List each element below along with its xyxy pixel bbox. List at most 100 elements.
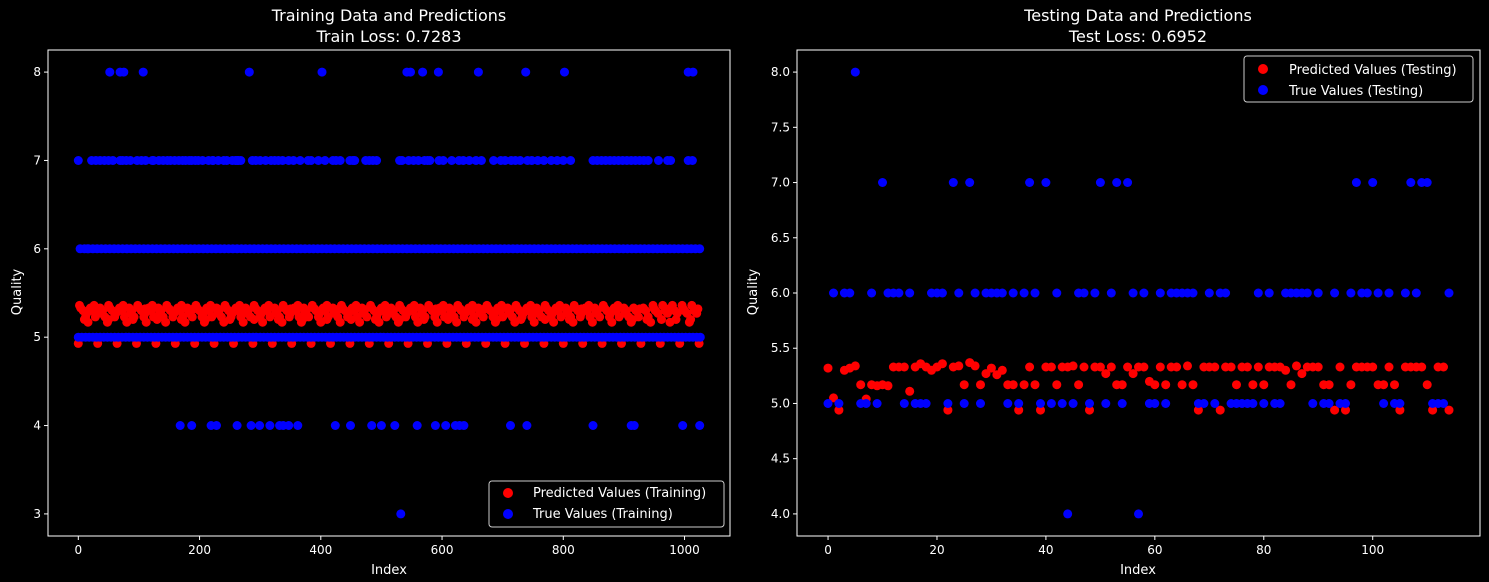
training-point-predicted [164, 304, 174, 314]
training-point-true [695, 421, 705, 430]
testing-point-true [1052, 288, 1062, 298]
training-point-true [317, 67, 327, 77]
testing-point-true [1368, 178, 1378, 187]
training-point-predicted [480, 304, 489, 314]
testing-point-predicted [1384, 362, 1394, 372]
testing-y-tick-label: 7.5 [771, 120, 790, 134]
training-point-predicted [366, 300, 375, 310]
training-point-true [141, 156, 151, 165]
testing-point-predicted [1019, 380, 1029, 390]
training-point-true [521, 67, 531, 77]
testing-point-true [1406, 178, 1416, 187]
testing-point-true [1150, 399, 1160, 408]
testing-point-true [867, 288, 877, 298]
testing-point-true [845, 288, 855, 298]
training-point-predicted [249, 300, 259, 310]
testing-point-true [899, 399, 909, 408]
training-point-true [212, 421, 221, 430]
testing-point-predicted [1150, 380, 1160, 390]
training-point-true [430, 421, 440, 430]
testing-series-predicted [823, 358, 1454, 415]
training-point-true [629, 421, 639, 430]
testing-point-predicted [1025, 362, 1035, 372]
testing-point-predicted [850, 361, 860, 371]
testing-point-predicted [959, 380, 969, 390]
testing-point-predicted [1123, 362, 1133, 372]
training-point-predicted [358, 304, 368, 314]
testing-point-true [1362, 288, 1372, 298]
training-point-predicted [322, 300, 332, 310]
training-point-true [476, 156, 486, 165]
training-point-predicted [455, 304, 465, 314]
training-point-predicted [140, 304, 150, 314]
training-point-predicted [133, 300, 143, 310]
training-point-true [119, 67, 129, 77]
training-point-predicted [443, 315, 453, 324]
testing-point-predicted [823, 363, 833, 373]
training-point-predicted [635, 304, 645, 314]
training-point-true [666, 156, 676, 165]
testing-point-true [1411, 288, 1421, 298]
testing-point-true [1063, 509, 1073, 519]
testing-point-true [861, 399, 871, 408]
training-legend: Predicted Values (Training) True Values … [488, 480, 725, 528]
training-point-true [397, 156, 407, 165]
training-point-true [313, 156, 323, 165]
testing-legend: Predicted Values (Testing) True Values (… [1243, 55, 1474, 103]
testing-point-true [976, 399, 985, 408]
training-point-predicted [395, 300, 405, 310]
testing-point-predicted [1139, 362, 1149, 372]
testing-point-predicted [1368, 362, 1378, 372]
training-point-predicted [407, 304, 417, 314]
training-point-predicted [504, 304, 514, 314]
training-point-true [244, 67, 254, 77]
training-point-predicted [577, 304, 586, 314]
training-point-true [558, 156, 568, 165]
training-point-predicted [431, 304, 441, 314]
training-point-predicted [201, 315, 211, 324]
training-point-true [678, 421, 688, 430]
training-point-true [687, 156, 697, 165]
testing-point-true [823, 399, 833, 408]
training-point-predicted [642, 315, 652, 324]
training-point-true [255, 421, 265, 430]
training-point-predicted [419, 315, 429, 324]
training-point-predicted [497, 300, 506, 310]
testing-point-true [1090, 288, 1100, 298]
training-point-true [489, 156, 499, 165]
testing-x-axis-label: Index [1120, 563, 1156, 578]
testing-point-predicted [1210, 362, 1220, 372]
testing-point-predicted [1030, 380, 1040, 390]
training-panel: Training Data and Predictions Train Loss… [10, 6, 731, 578]
testing-point-true [1400, 288, 1410, 298]
testing-point-predicted [1422, 380, 1432, 390]
testing-point-predicted [1346, 380, 1356, 390]
training-title: Training Data and Predictions [271, 6, 507, 25]
training-point-predicted [225, 315, 235, 324]
testing-point-true [1253, 288, 1263, 298]
testing-point-predicted [856, 380, 866, 390]
testing-point-predicted [1330, 405, 1340, 415]
testing-point-predicted [1117, 380, 1127, 390]
testing-legend-box [1243, 55, 1474, 103]
training-point-true [433, 67, 443, 77]
testing-y-tick-label: 6.0 [771, 286, 790, 300]
training-point-predicted [298, 315, 308, 324]
testing-point-true [1395, 399, 1405, 408]
training-point-predicted [584, 300, 594, 310]
testing-point-predicted [1417, 362, 1427, 372]
training-point-true [208, 156, 218, 165]
training-point-true [425, 156, 435, 165]
training-point-predicted [220, 300, 230, 310]
training-subtitle: Train Loss: 0.7283 [315, 27, 461, 46]
training-x-tick-label: 200 [188, 543, 211, 557]
training-y-tick-label: 3 [33, 507, 41, 521]
training-point-predicted [116, 304, 126, 314]
testing-point-true [1188, 288, 1198, 298]
training-point-true [330, 421, 340, 430]
testing-scatter-points [823, 67, 1454, 519]
testing-point-true [1025, 178, 1035, 187]
training-point-true [688, 67, 698, 77]
testing-point-true [1302, 288, 1312, 298]
